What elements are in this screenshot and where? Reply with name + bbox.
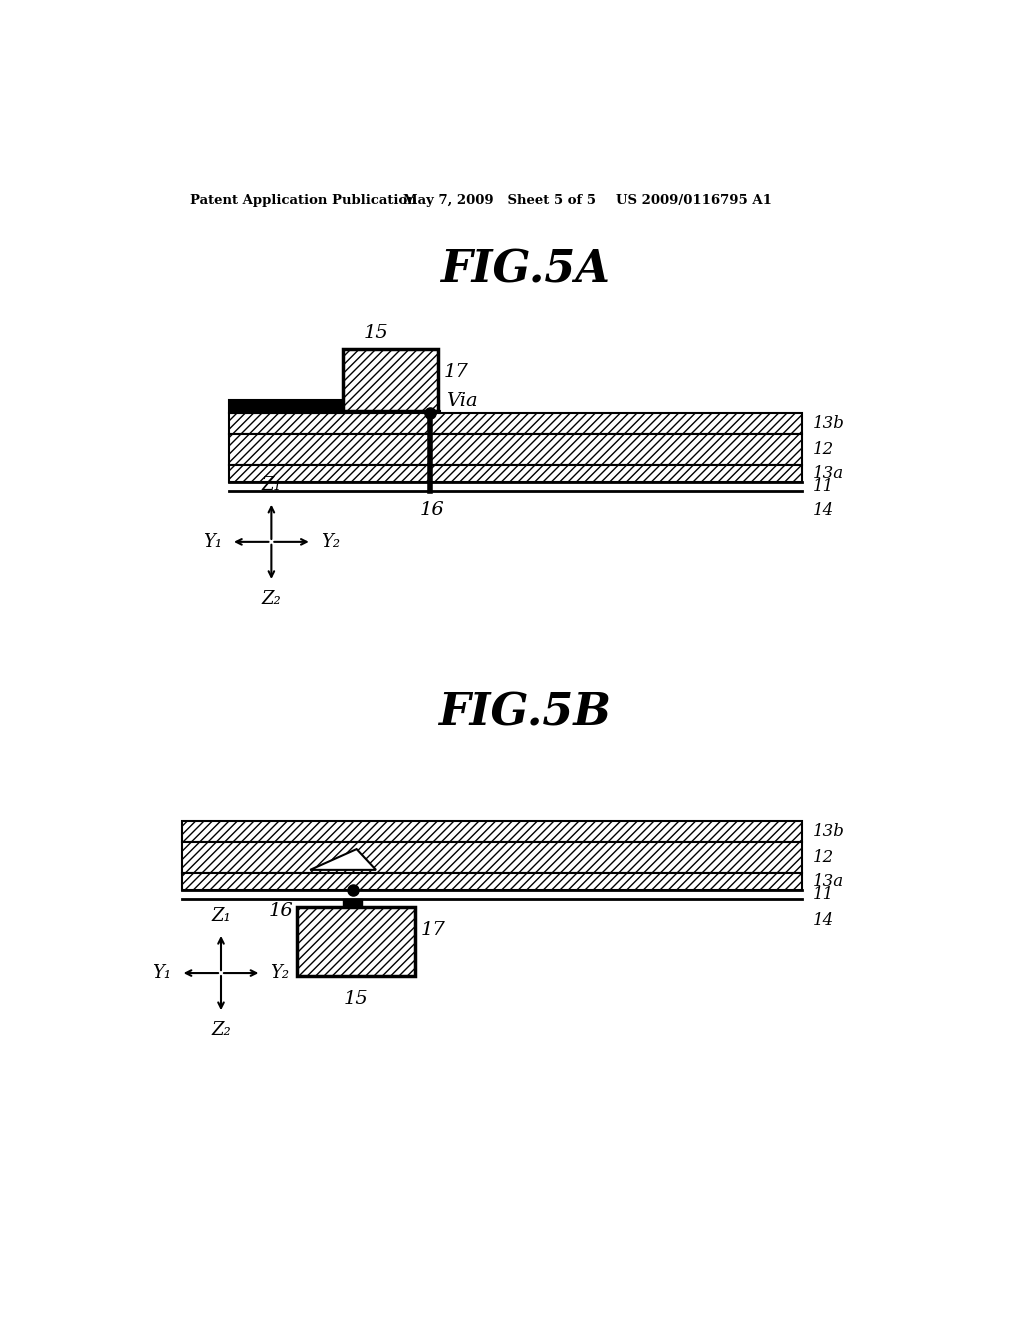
Text: Via: Via (445, 392, 477, 411)
Bar (182, 821, 802, 842)
Text: FIG.5B: FIG.5B (438, 692, 611, 734)
Text: FIG.5A: FIG.5A (440, 248, 609, 292)
Bar (423, 411, 439, 412)
Text: Z₂: Z₂ (261, 590, 282, 607)
Bar (228, 434, 802, 465)
Bar (343, 350, 438, 411)
Text: May 7, 2009   Sheet 5 of 5: May 7, 2009 Sheet 5 of 5 (403, 194, 596, 207)
Text: Y₁: Y₁ (203, 533, 222, 550)
Text: 16: 16 (420, 502, 444, 519)
Text: 13b: 13b (813, 414, 845, 432)
Text: Z₁: Z₁ (261, 477, 282, 494)
Bar (343, 899, 362, 907)
Text: 15: 15 (364, 323, 388, 342)
Text: 17: 17 (421, 921, 445, 939)
Text: 11: 11 (813, 478, 835, 495)
Text: 12: 12 (813, 441, 835, 458)
Text: 11: 11 (813, 886, 835, 903)
Text: US 2009/0116795 A1: US 2009/0116795 A1 (616, 194, 772, 207)
Text: 13b: 13b (813, 822, 845, 840)
Bar (182, 842, 802, 873)
Text: 15: 15 (343, 990, 369, 1008)
Bar (297, 907, 415, 977)
Bar (228, 413, 802, 434)
Text: Y₁: Y₁ (153, 964, 171, 982)
Text: 13a: 13a (813, 465, 844, 482)
Bar (228, 465, 802, 482)
Bar (228, 400, 388, 412)
Text: Y₂: Y₂ (321, 533, 340, 550)
Text: 17: 17 (443, 363, 468, 381)
Text: 13a: 13a (813, 873, 844, 890)
Bar (182, 873, 802, 890)
Text: 16: 16 (268, 902, 293, 920)
Text: Z₁: Z₁ (211, 907, 230, 925)
Polygon shape (310, 849, 376, 870)
Text: Y₂: Y₂ (270, 964, 290, 982)
Text: 14: 14 (813, 912, 835, 929)
Text: 12: 12 (813, 849, 835, 866)
Text: Patent Application Publication: Patent Application Publication (190, 194, 417, 207)
Text: Z₂: Z₂ (211, 1020, 230, 1039)
Text: 14: 14 (813, 502, 835, 519)
